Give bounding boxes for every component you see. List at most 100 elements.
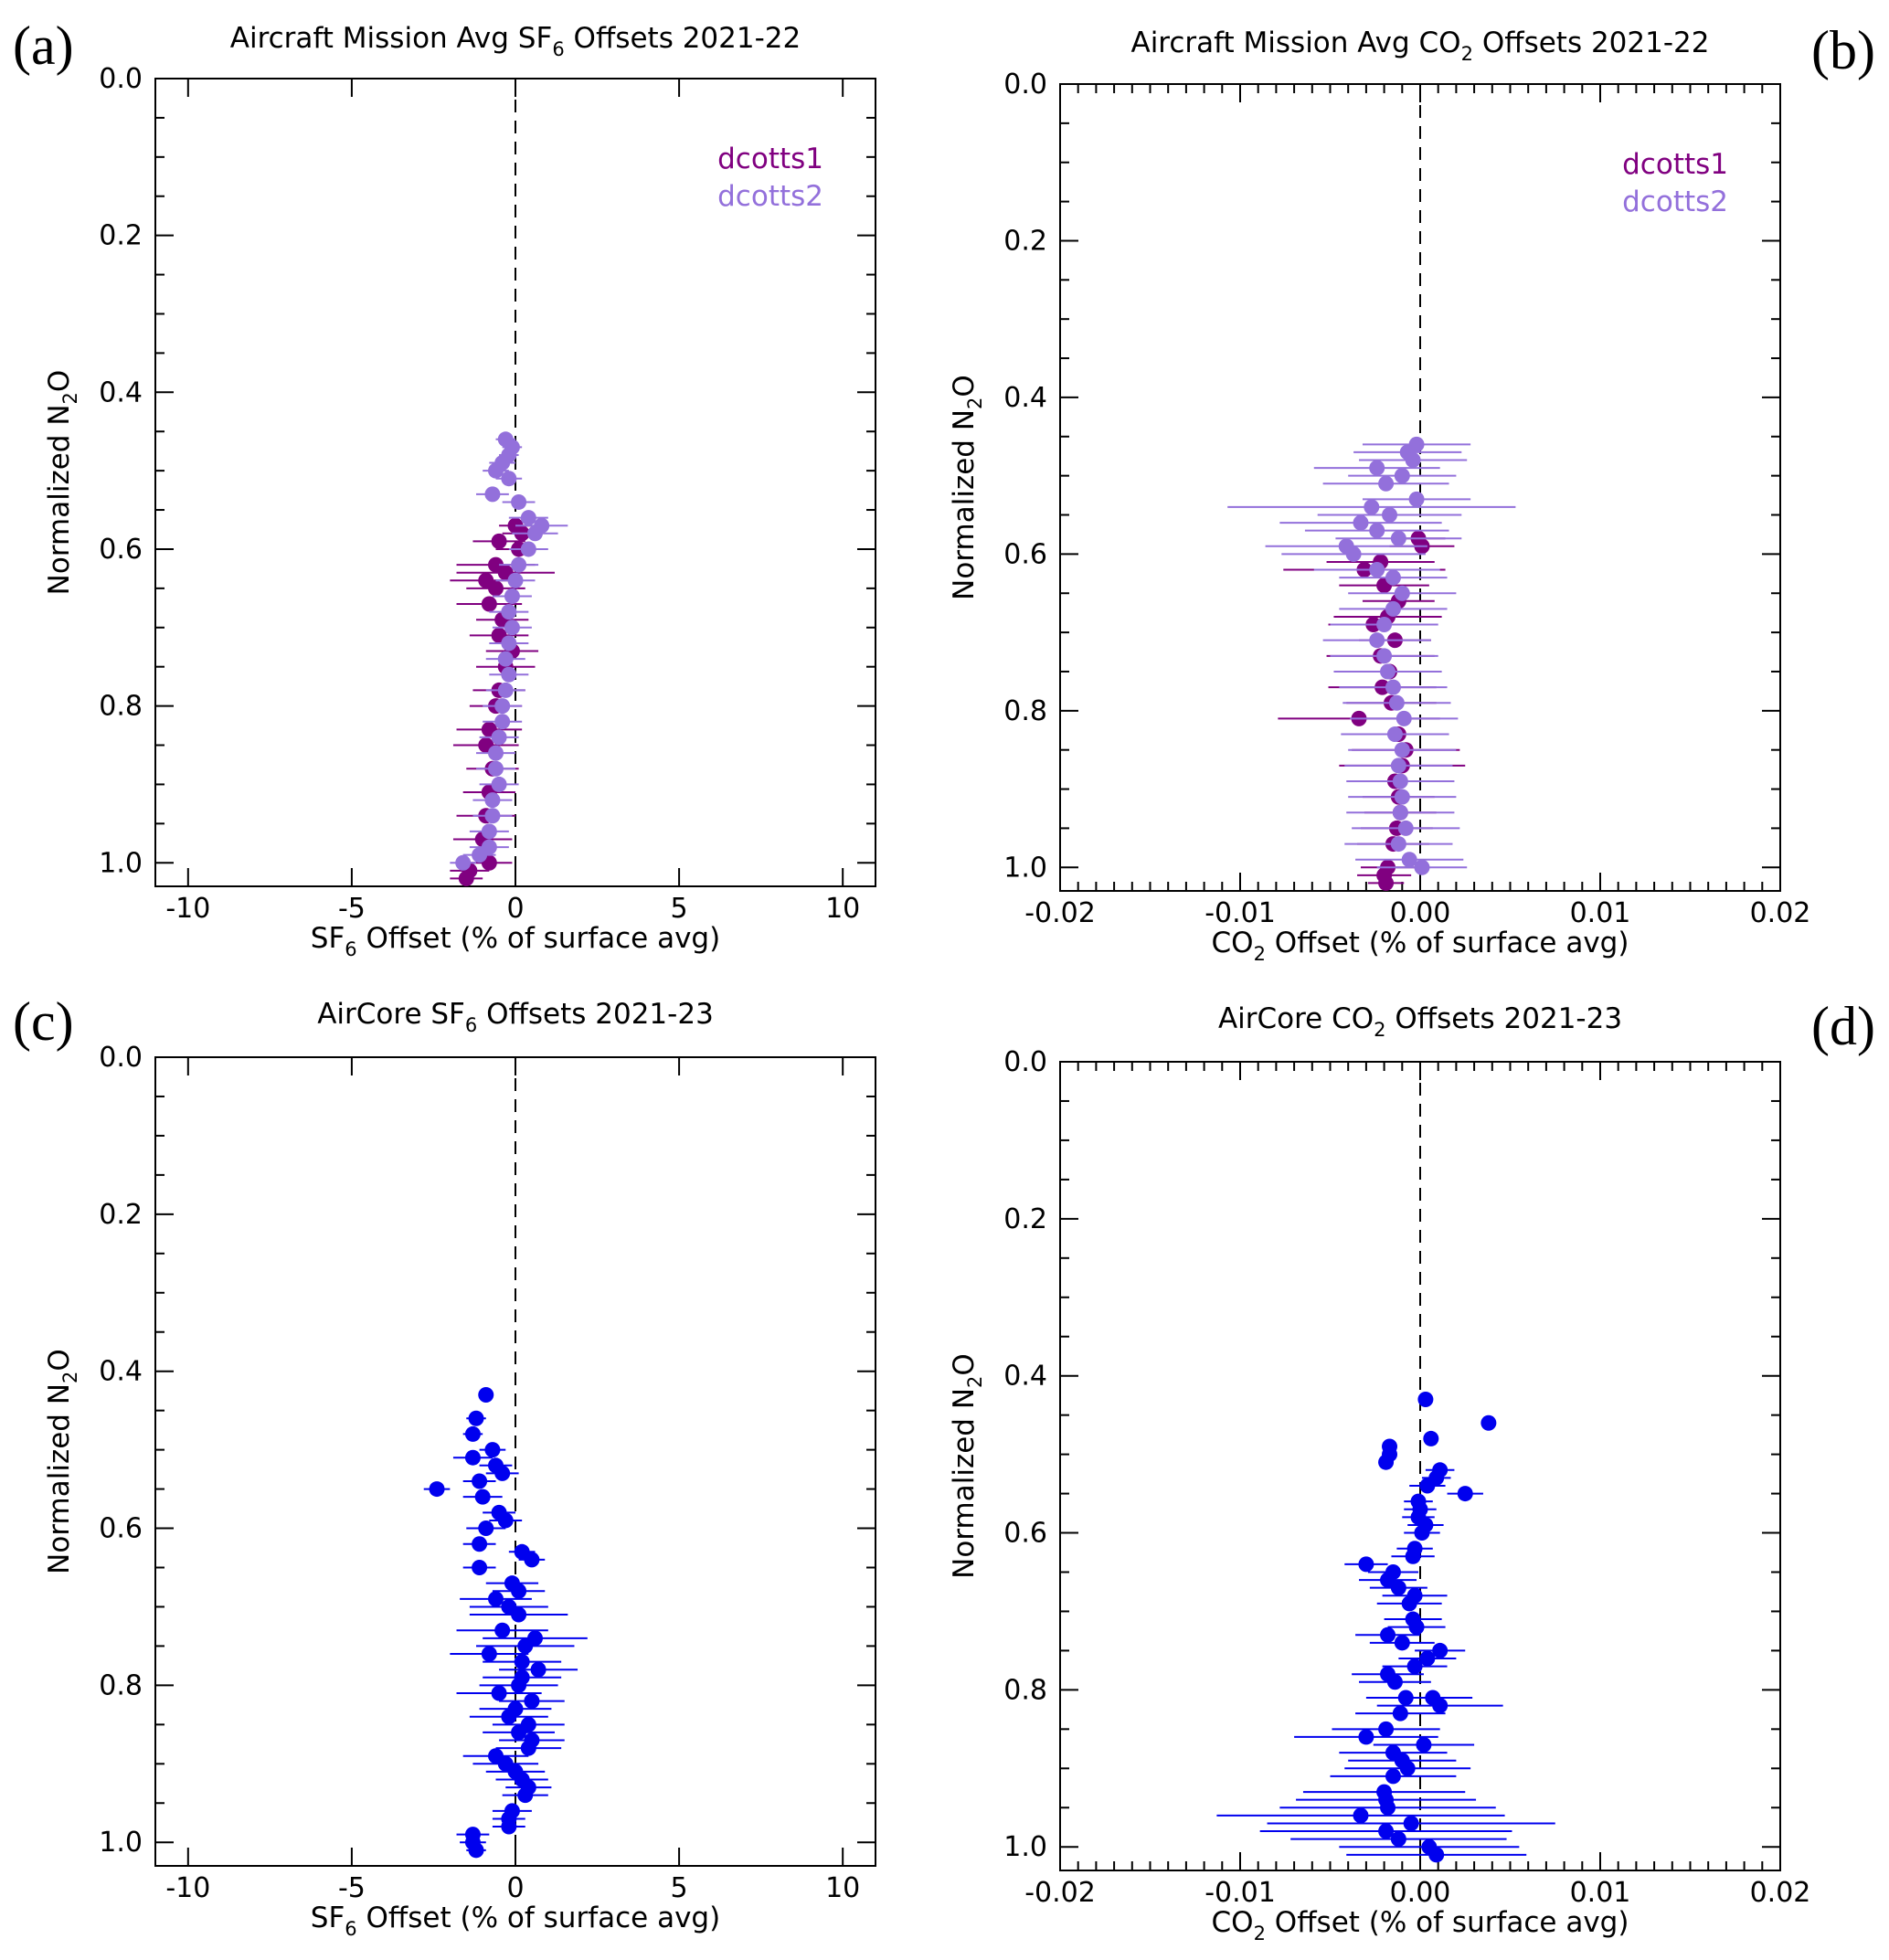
data-point (484, 808, 501, 824)
panel-b: (b) Aircraft Mission Avg CO2 Offsets 2021… (948, 20, 1875, 965)
y-tick-label: 0.4 (99, 1356, 143, 1388)
x-axis-label: SF6 Offset (% of surface avg) (311, 922, 720, 960)
x-axis-label-rest: Offset (% of surface avg) (357, 922, 721, 955)
x-tick-label: 0.00 (1390, 1877, 1451, 1909)
x-axis-label-main: CO (1212, 1906, 1254, 1939)
chart-title: Aircraft Mission Avg CO2 Offsets 2021-22 (1130, 26, 1709, 65)
data-point (1428, 1847, 1445, 1863)
data-point (1401, 852, 1417, 868)
data-point (494, 1622, 511, 1638)
data-point (1376, 648, 1393, 664)
data-point (511, 1724, 527, 1741)
data-point (1394, 585, 1410, 601)
data-point (1394, 789, 1410, 805)
x-tick-label: -0.01 (1205, 897, 1276, 929)
data-point (1405, 451, 1421, 468)
y-axis-label-main: Normalized N (948, 1388, 981, 1579)
chart-title-subscript: 6 (552, 38, 564, 60)
chart-title-main: Aircraft Mission Avg CO (1130, 26, 1460, 59)
data-point (501, 1818, 517, 1835)
x-axis-label: CO2 Offset (% of surface avg) (1212, 927, 1629, 965)
y-tick-label: 0.0 (1003, 69, 1047, 101)
x-axis-label-rest: Offset (% of surface avg) (357, 1902, 721, 1934)
chart-title-main: AirCore SF (317, 998, 465, 1031)
y-tick-label: 0.2 (99, 220, 143, 252)
data-point (1378, 1721, 1395, 1737)
data-point (1376, 617, 1393, 633)
data-point (1408, 491, 1425, 507)
data-point (488, 462, 504, 479)
x-tick-label: 0.01 (1570, 897, 1631, 929)
data-point (1392, 1705, 1408, 1722)
y-tick-label: 0.4 (1003, 1361, 1047, 1393)
data-point (1419, 1478, 1436, 1494)
y-tick-label: 0.2 (99, 1199, 143, 1231)
y-axis-label-subscript: 2 (964, 397, 986, 409)
data-point (472, 1559, 488, 1575)
data-point (481, 823, 497, 840)
y-axis-label: Normalized N2O (948, 375, 986, 600)
data-point (1378, 1823, 1395, 1839)
legend-entry: dcotts2 (1622, 185, 1728, 218)
series-series0 (1216, 1391, 1555, 1863)
data-point (491, 533, 507, 549)
data-point (468, 1410, 484, 1426)
data-point (1353, 1807, 1369, 1824)
x-tick-label: 10 (825, 1872, 860, 1904)
data-point (520, 541, 536, 557)
data-point (1396, 710, 1412, 726)
chart-title-rest: Offsets 2021-23 (477, 998, 714, 1031)
data-point (511, 493, 527, 510)
data-point (1397, 820, 1414, 836)
data-point (497, 682, 514, 698)
data-point (1408, 1619, 1425, 1636)
y-axis-label: Normalized N2O (948, 1353, 986, 1579)
y-tick-label: 0.8 (99, 1669, 143, 1701)
x-axis-label-main: SF (311, 922, 345, 955)
data-point (511, 556, 527, 573)
x-axis-label-subscript: 2 (1254, 943, 1266, 965)
data-point (484, 486, 501, 503)
x-axis-label: SF6 Offset (% of surface avg) (311, 1902, 720, 1940)
data-point (501, 1709, 517, 1725)
data-point (1380, 663, 1396, 680)
data-point (491, 729, 507, 746)
x-tick-label: 0.02 (1750, 1877, 1811, 1909)
data-point (501, 666, 517, 683)
y-tick-label: 1.0 (99, 1827, 143, 1859)
data-point (1378, 874, 1395, 891)
y-axis-label-main: Normalized N (948, 409, 981, 600)
panel-letter: (b) (1811, 20, 1875, 80)
chart-title-main: AirCore CO (1218, 1002, 1374, 1035)
y-tick-label: 0.6 (1003, 538, 1047, 570)
y-tick-label: 0.8 (1003, 695, 1047, 727)
data-point (517, 1637, 534, 1654)
y-axis-label-main: Normalized N (43, 404, 76, 595)
data-point (504, 620, 520, 636)
data-point (501, 635, 517, 652)
chart-title: Aircraft Mission Avg SF6 Offsets 2021-22 (230, 22, 801, 60)
panel-a: (a) Aircraft Mission Avg SF6 Offsets 2021… (13, 16, 876, 960)
data-point (1394, 1635, 1410, 1651)
data-point (1385, 1768, 1401, 1785)
series-dcotts2 (450, 431, 568, 871)
data-point (497, 1512, 514, 1529)
x-axis-label-subscript: 2 (1254, 1923, 1266, 1944)
x-tick-label: 5 (671, 1872, 688, 1904)
data-point (478, 1386, 494, 1403)
data-point (481, 596, 497, 612)
data-point (458, 870, 474, 886)
data-point (501, 471, 517, 487)
x-tick-label: 0.02 (1750, 897, 1811, 929)
data-point (481, 1646, 497, 1662)
x-tick-label: 0.00 (1390, 897, 1451, 929)
y-axis-label-main: Normalized N (43, 1383, 76, 1574)
y-tick-label: 0.0 (1003, 1046, 1047, 1078)
data-point (1345, 546, 1362, 562)
x-axis-label-main: CO (1212, 927, 1254, 959)
data-point (1399, 1760, 1416, 1776)
y-tick-label: 0.0 (99, 63, 143, 95)
y-tick-label: 1.0 (1003, 1831, 1047, 1863)
y-axis-label-subscript: 2 (964, 1376, 986, 1388)
data-point (501, 604, 517, 620)
